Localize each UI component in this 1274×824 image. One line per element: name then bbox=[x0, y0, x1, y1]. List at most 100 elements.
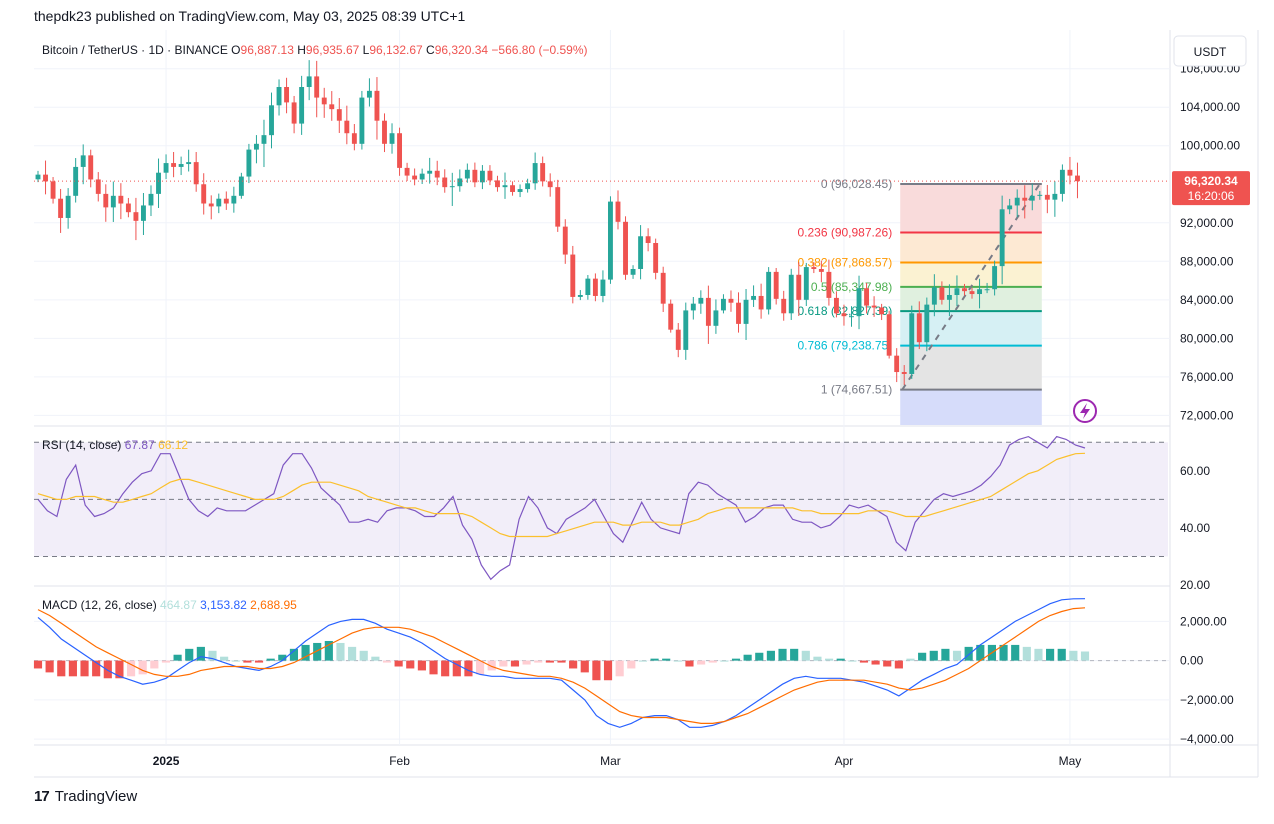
candle-body bbox=[517, 189, 523, 192]
candle bbox=[223, 191, 229, 210]
candle-body bbox=[713, 310, 719, 326]
rsi-value: 67.87 bbox=[125, 438, 158, 452]
candle bbox=[291, 95, 297, 134]
candle-body bbox=[728, 298, 734, 303]
candle bbox=[585, 275, 591, 300]
candle bbox=[118, 183, 124, 220]
candle bbox=[269, 92, 274, 149]
candle-body bbox=[811, 267, 817, 269]
rsi-title: RSI (14, close) bbox=[42, 438, 125, 452]
candle-body bbox=[110, 195, 116, 208]
macd-histogram-bar bbox=[313, 642, 322, 661]
footer-brand[interactable]: 17 TradingView bbox=[34, 788, 137, 805]
candle-body bbox=[502, 185, 508, 188]
rsi-tick-label: 60.00 bbox=[1180, 464, 1210, 478]
macd-histogram-bar bbox=[615, 660, 624, 677]
candle-body bbox=[660, 272, 666, 304]
macd-histogram-bar bbox=[452, 660, 461, 677]
candle bbox=[487, 165, 493, 186]
currency-selector bbox=[1173, 35, 1247, 67]
candle bbox=[344, 105, 350, 145]
candle bbox=[427, 157, 433, 184]
candle-body bbox=[841, 313, 847, 317]
candle bbox=[193, 152, 199, 192]
candle bbox=[329, 91, 335, 121]
candle-body bbox=[608, 201, 613, 280]
candle bbox=[359, 90, 365, 150]
macd-histogram-bar bbox=[301, 644, 310, 661]
candle-body bbox=[600, 279, 606, 296]
candle-body bbox=[35, 174, 41, 180]
candle bbox=[623, 216, 628, 280]
candle bbox=[645, 228, 651, 252]
candle-body bbox=[856, 288, 862, 317]
rsi-tick-label: 40.00 bbox=[1180, 521, 1210, 535]
macd-histogram-bar bbox=[952, 650, 962, 661]
rsi-series-rsi bbox=[37, 435, 1086, 581]
candle-body bbox=[1022, 197, 1028, 201]
candle-body bbox=[638, 236, 644, 269]
candle-body bbox=[314, 76, 320, 98]
candle-body bbox=[969, 291, 975, 295]
candle-body bbox=[1029, 195, 1035, 201]
candle-body bbox=[525, 183, 531, 190]
macd-histogram-bar bbox=[1057, 648, 1066, 661]
currency-label: USDT bbox=[1194, 45, 1227, 59]
macd-histogram-bar bbox=[289, 648, 299, 661]
candle bbox=[600, 270, 606, 303]
candle-body bbox=[246, 149, 252, 177]
macd-hist-value: 464.87 bbox=[160, 598, 200, 612]
candle bbox=[299, 75, 305, 135]
macd-histogram-bar bbox=[68, 660, 77, 677]
candle bbox=[962, 283, 967, 296]
macd-histogram-bar bbox=[196, 646, 205, 661]
candle bbox=[909, 305, 915, 379]
candle-body bbox=[141, 205, 146, 221]
rsi-pane bbox=[34, 435, 1168, 581]
candle-body bbox=[118, 195, 124, 204]
candle-body bbox=[1052, 193, 1058, 200]
candle-body bbox=[849, 316, 854, 318]
candle bbox=[1059, 164, 1065, 202]
candle-body bbox=[1007, 205, 1013, 210]
candle bbox=[720, 294, 726, 314]
macd-histogram-bar bbox=[941, 648, 950, 661]
candle-body bbox=[374, 90, 380, 121]
candle bbox=[781, 290, 787, 321]
candle-body bbox=[690, 303, 696, 311]
macd-tick-label: 2,000.00 bbox=[1180, 614, 1227, 628]
candle bbox=[773, 267, 779, 305]
candle-body bbox=[148, 193, 154, 206]
candle bbox=[931, 274, 937, 317]
candle-body bbox=[675, 329, 681, 350]
candle-body bbox=[95, 179, 101, 194]
ohlc-close-key: C bbox=[426, 43, 435, 57]
rsi-series-ma bbox=[37, 452, 1086, 538]
macd-histogram-bar bbox=[33, 660, 43, 669]
time-tick-label: Mar bbox=[600, 754, 621, 768]
candle bbox=[374, 77, 380, 140]
candle bbox=[110, 181, 116, 222]
macd-histogram-bar bbox=[766, 650, 775, 661]
ohlc-open: 96,887.13 bbox=[241, 43, 298, 57]
macd-histogram-bar bbox=[220, 656, 229, 661]
candle-body bbox=[901, 372, 907, 374]
macd-histogram-bar bbox=[254, 660, 264, 663]
macd-histogram-bar bbox=[603, 660, 613, 681]
candle bbox=[171, 151, 177, 178]
candle bbox=[525, 178, 531, 193]
fib-zone bbox=[900, 345, 1042, 390]
macd-title: MACD (12, 26, close) bbox=[42, 598, 160, 612]
candle-body bbox=[193, 162, 199, 185]
candle bbox=[472, 162, 478, 188]
candle bbox=[246, 143, 252, 184]
candle-body bbox=[946, 295, 952, 300]
candle-body bbox=[954, 288, 960, 295]
candle-body bbox=[992, 266, 998, 290]
candle-body bbox=[758, 295, 764, 310]
candle bbox=[939, 281, 945, 305]
candle-body bbox=[555, 187, 561, 227]
candle-body bbox=[577, 295, 583, 297]
candle bbox=[788, 268, 794, 320]
